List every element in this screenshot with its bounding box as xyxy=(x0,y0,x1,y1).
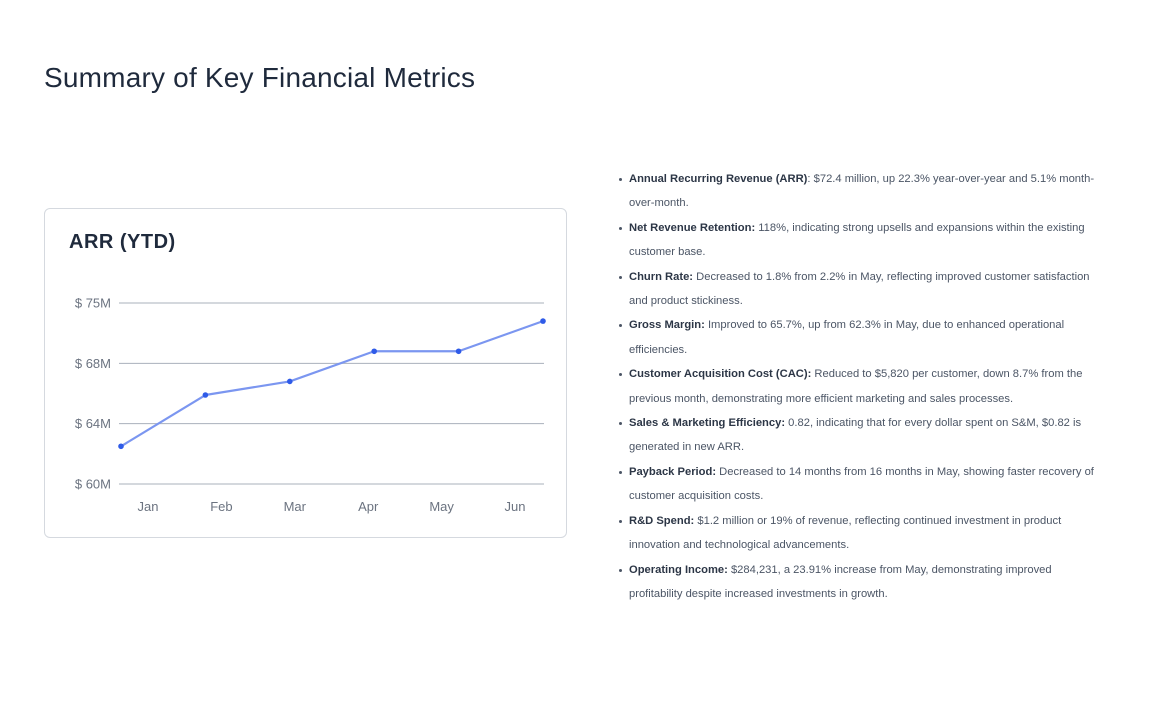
x-tick-label: Mar xyxy=(284,499,307,514)
x-tick-label: Jun xyxy=(505,499,526,514)
metric-text: Decreased to 14 months from 16 months in… xyxy=(629,465,1094,503)
metric-label: Sales & Marketing Efficiency: xyxy=(629,417,786,430)
metric-item: Gross Margin: Improved to 65.7%, up from… xyxy=(617,313,1107,362)
metric-text: Improved to 65.7%, up from 62.3% in May,… xyxy=(629,319,1065,356)
y-tick-label: $ 60M xyxy=(75,477,111,492)
data-point-jan xyxy=(118,443,124,450)
metric-text: 118%, indicating strong upsells and expa… xyxy=(629,221,1085,259)
metric-label: Operating Income: xyxy=(629,563,728,576)
x-tick-label: May xyxy=(429,499,454,514)
metrics-list: Annual Recurring Revenue (ARR): $72.4 mi… xyxy=(617,167,1107,606)
metric-item: Annual Recurring Revenue (ARR): $72.4 mi… xyxy=(617,167,1107,216)
arr-series-line xyxy=(120,320,544,448)
data-point-feb xyxy=(202,392,209,398)
x-tick-label: Apr xyxy=(358,499,379,514)
metric-label: R&D Spend: xyxy=(629,514,695,527)
metric-label: Churn Rate: xyxy=(629,270,694,283)
data-point-may xyxy=(455,348,462,355)
metric-label: Payback Period: xyxy=(629,465,717,478)
metric-item: R&D Spend: $1.2 million or 19% of revenu… xyxy=(617,509,1107,558)
metric-text: Reduced to $5,820 per customer, down 8.7… xyxy=(629,368,1083,405)
y-tick-label: $ 64M xyxy=(75,416,111,431)
chart-title: ARR (YTD) xyxy=(69,231,176,253)
metric-item: Churn Rate: Decreased to 1.8% from 2.2% … xyxy=(617,265,1107,314)
page-title: Summary of Key Financial Metrics xyxy=(44,62,476,93)
metric-text: 0.82, indicating that for every dollar s… xyxy=(629,417,1082,454)
metric-item: Net Revenue Retention: 118%, indicating … xyxy=(617,216,1107,265)
metric-text: Decreased to 1.8% from 2.2% in May, refl… xyxy=(629,270,1090,308)
data-point-apr xyxy=(371,348,378,355)
data-point-jun xyxy=(540,318,546,324)
metric-label: Customer Acquisition Cost (CAC): xyxy=(629,368,812,381)
metric-item: Sales & Marketing Efficiency: 0.82, indi… xyxy=(617,411,1107,460)
metric-text: : $72.4 million, up 22.3% year-over-year… xyxy=(629,173,1095,210)
metric-item: Customer Acquisition Cost (CAC): Reduced… xyxy=(617,362,1107,411)
y-tick-label: $ 68M xyxy=(75,356,111,371)
metric-item: Operating Income: $284,231, a 23.91% inc… xyxy=(617,558,1107,607)
metric-item: Payback Period: Decreased to 14 months f… xyxy=(617,460,1107,509)
metric-label: Gross Margin: xyxy=(629,319,705,332)
metric-text: $1.2 million or 19% of revenue, reflecti… xyxy=(629,514,1062,552)
arr-line-chart: $ 60M $ 64M $ 68M $ 75M Jan Feb Mar Apr May Jun xyxy=(75,296,546,514)
metric-text: $284,231, a 23.91% increase from May, de… xyxy=(629,563,1052,600)
metric-label: Net Revenue Retention: xyxy=(629,221,756,234)
arr-chart-card: ARR (YTD) $ 60M $ 64M $ 68M $ 75M Jan Feb Mar A… xyxy=(44,208,567,538)
metric-label: Annual Recurring Revenue (ARR) xyxy=(629,173,808,185)
x-tick-label: Feb xyxy=(210,499,232,514)
x-tick-label: Jan xyxy=(138,499,159,514)
y-tick-label: $ 75M xyxy=(75,296,111,311)
data-point-mar xyxy=(287,378,293,385)
